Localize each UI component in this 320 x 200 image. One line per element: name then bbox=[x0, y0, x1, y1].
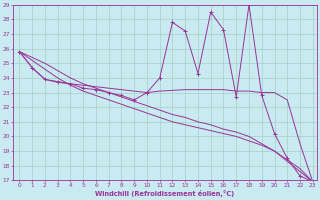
X-axis label: Windchill (Refroidissement éolien,°C): Windchill (Refroidissement éolien,°C) bbox=[95, 190, 235, 197]
